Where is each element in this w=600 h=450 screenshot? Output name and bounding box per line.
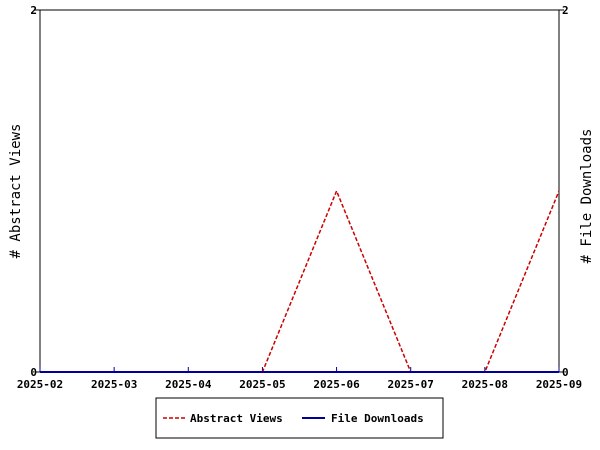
- x-tick-label-0: 2025-02: [17, 378, 63, 391]
- x-tick-label-2: 2025-04: [165, 378, 212, 391]
- x-tick-label-4: 2025-06: [313, 378, 360, 391]
- left-axis-title: # Abstract Views: [8, 124, 24, 259]
- x-axis: 2025-02 2025-03 2025-04 2025-05 2025-06 2025-…: [17, 367, 582, 391]
- legend-label-abstract-views: Abstract Views: [190, 412, 283, 425]
- plot-area: [39, 9, 560, 373]
- right-axis-title: # File Downloads: [579, 129, 595, 264]
- left-y-tick-label-0: 0: [30, 366, 37, 379]
- right-y-axis: 02: [559, 4, 569, 379]
- x-tick-label-6: 2025-08: [462, 378, 508, 391]
- x-tick-label-1: 2025-03: [91, 378, 137, 391]
- legend: Abstract Views File Downloads: [155, 397, 444, 439]
- left-y-axis: 02: [30, 4, 40, 379]
- legend-label-file-downloads: File Downloads: [331, 412, 424, 425]
- left-y-tick-label-1: 2: [30, 4, 37, 17]
- legend-box: [155, 397, 444, 439]
- x-tick-label-3: 2025-05: [239, 378, 285, 391]
- x-tick-label-7: 2025-09: [536, 378, 582, 391]
- x-tick-label-5: 2025-07: [388, 378, 434, 391]
- right-y-tick-label-1: 2: [562, 4, 569, 17]
- series-lines: [40, 189, 560, 373]
- right-y-tick-label-0: 0: [562, 366, 569, 379]
